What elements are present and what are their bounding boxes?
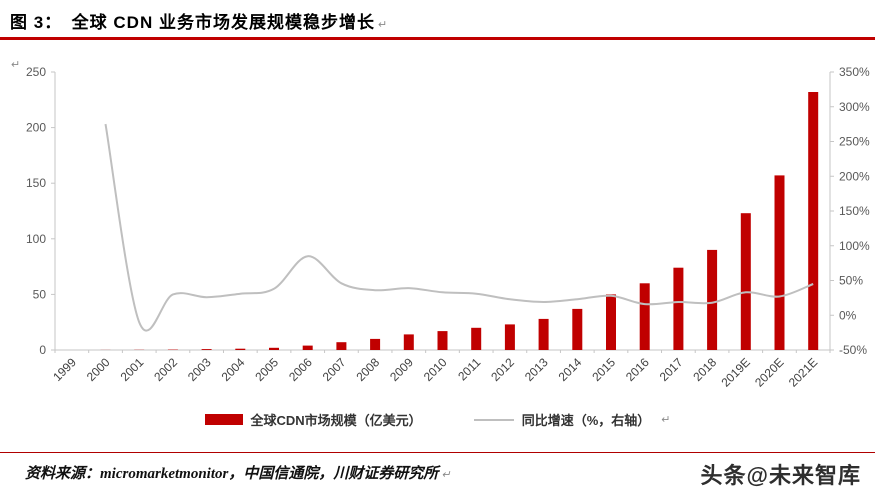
svg-text:2015: 2015	[589, 355, 618, 384]
svg-text:100%: 100%	[839, 239, 870, 253]
svg-text:2001: 2001	[118, 355, 147, 384]
svg-text:250%: 250%	[839, 135, 870, 149]
svg-text:1999: 1999	[50, 355, 79, 384]
watermark: 头条@未来智库	[700, 463, 861, 488]
svg-text:-50%: -50%	[839, 343, 867, 357]
svg-text:150: 150	[26, 176, 46, 190]
svg-text:350%: 350%	[839, 65, 870, 79]
svg-text:300%: 300%	[839, 100, 870, 114]
paragraph-mark-icon: ↵	[11, 59, 21, 71]
svg-text:50: 50	[33, 287, 47, 301]
svg-text:2020E: 2020E	[752, 355, 786, 389]
bar-series-swatch	[204, 414, 243, 425]
footer-divider	[0, 452, 875, 453]
svg-text:2021E: 2021E	[786, 355, 820, 389]
svg-text:250: 250	[26, 65, 46, 79]
chart-svg: 0 50 100 150 200 250 -50% 0% 50% 100% 150% 200% 250%…	[26, 65, 870, 390]
figure-title: 图 3： 全球 CDN 业务市场发展规模稳步增长	[10, 13, 375, 32]
svg-text:2019E: 2019E	[718, 355, 752, 389]
svg-text:100: 100	[26, 232, 46, 246]
svg-text:2012: 2012	[488, 355, 517, 384]
paragraph-mark-icon: ↵	[377, 19, 388, 31]
svg-text:2006: 2006	[286, 355, 315, 384]
svg-text:50%: 50%	[839, 274, 863, 288]
svg-text:2017: 2017	[657, 355, 686, 384]
source-text: 资料来源：micromarketmonitor，中国信通院，川财证券研究所	[25, 466, 439, 482]
svg-text:0%: 0%	[839, 308, 857, 322]
svg-text:2000: 2000	[84, 355, 113, 384]
svg-text:2013: 2013	[522, 355, 551, 384]
chart-legend: 全球CDN市场规模（亿美元） 同比增速（%，右轴） ↵	[0, 410, 875, 429]
legend-label-line: 同比增速（%，右轴）	[521, 413, 651, 428]
svg-text:2009: 2009	[387, 355, 416, 384]
line-series-swatch	[473, 418, 514, 421]
svg-text:2007: 2007	[320, 355, 349, 384]
paragraph-mark-icon: ↵	[661, 414, 671, 426]
legend-item-line: 同比增速（%，右轴） ↵	[473, 410, 671, 429]
svg-text:2008: 2008	[353, 355, 382, 384]
source-note: 资料来源：micromarketmonitor，中国信通院，川财证券研究所 ↵	[25, 462, 451, 483]
svg-text:200: 200	[26, 121, 46, 135]
legend-label-bars: 全球CDN市场规模（亿美元）	[250, 413, 422, 428]
svg-text:2003: 2003	[185, 355, 214, 384]
svg-text:2010: 2010	[421, 355, 450, 384]
legend-item-bars: 全球CDN市场规模（亿美元）	[204, 410, 422, 429]
paragraph-mark-icon: ↵	[441, 469, 451, 481]
svg-text:2018: 2018	[690, 355, 719, 384]
svg-text:2011: 2011	[455, 355, 483, 383]
figure-title-row: 图 3： 全球 CDN 业务市场发展规模稳步增长 ↵	[10, 8, 387, 33]
svg-text:2004: 2004	[219, 355, 248, 384]
svg-text:2002: 2002	[151, 355, 180, 384]
svg-text:0: 0	[39, 343, 46, 357]
svg-text:150%: 150%	[839, 204, 870, 218]
title-underline	[0, 37, 875, 40]
svg-text:200%: 200%	[839, 169, 870, 183]
svg-text:2014: 2014	[556, 355, 585, 384]
svg-text:2005: 2005	[252, 355, 281, 384]
svg-text:2016: 2016	[623, 355, 652, 384]
